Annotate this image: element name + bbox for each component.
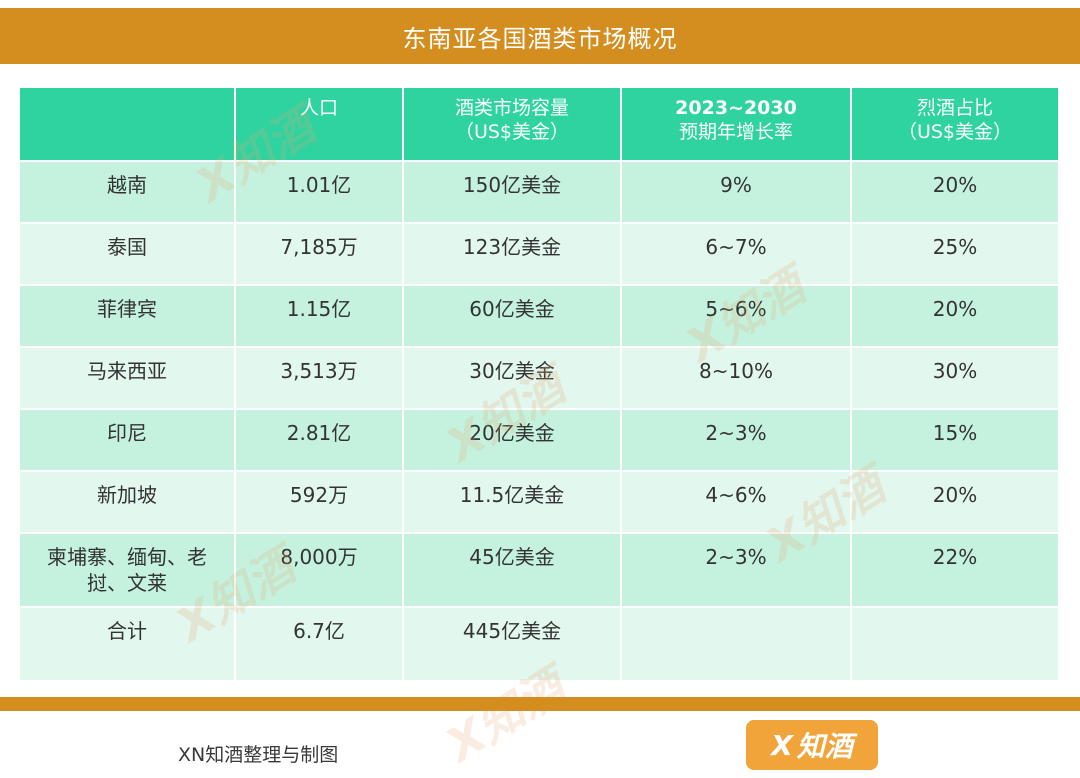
- cell-spirits-share: 30%: [852, 348, 1058, 410]
- brand-logo: X 知酒: [746, 720, 878, 770]
- table-row: 泰国 7,185万 123亿美金 6~7% 25%: [20, 224, 1058, 286]
- cell-population: 8,000万: [236, 534, 404, 608]
- cell-country: 越南: [20, 162, 236, 224]
- cell-growth-rate: 2~3%: [622, 410, 852, 472]
- cell-market-size: 45亿美金: [404, 534, 622, 608]
- cell-population: 1.15亿: [236, 286, 404, 348]
- page-title: 东南亚各国酒类市场概况: [402, 24, 678, 53]
- market-table: 人口 酒类市场容量 （US$美金） 2023~2030 预期年增长率 烈酒占比 （US…: [20, 88, 1058, 682]
- cell-country: 泰国: [20, 224, 236, 286]
- header-country: [20, 88, 236, 162]
- cell-country: 柬埔寨、缅甸、老 挝、文莱: [20, 534, 236, 608]
- logo-text: 知酒: [796, 730, 853, 763]
- cell-spirits-share: 22%: [852, 534, 1058, 608]
- cell-growth-rate: 8~10%: [622, 348, 852, 410]
- header-spirits-share: 烈酒占比 （US$美金）: [852, 88, 1058, 162]
- header-population: 人口: [236, 88, 404, 162]
- table-row: 越南 1.01亿 150亿美金 9% 20%: [20, 162, 1058, 224]
- cell-market-size: 20亿美金: [404, 410, 622, 472]
- header-market-size: 酒类市场容量 （US$美金）: [404, 88, 622, 162]
- cell-market-size: 30亿美金: [404, 348, 622, 410]
- credit-text: XN知酒整理与制图: [178, 744, 339, 766]
- cell-population: 592万: [236, 472, 404, 534]
- table-row: 新加坡 592万 11.5亿美金 4~6% 20%: [20, 472, 1058, 534]
- cell-spirits-share: 25%: [852, 224, 1058, 286]
- cell-population: 7,185万: [236, 224, 404, 286]
- table-row: 马来西亚 3,513万 30亿美金 8~10% 30%: [20, 348, 1058, 410]
- cell-country: 新加坡: [20, 472, 236, 534]
- cell-market-size: 11.5亿美金: [404, 472, 622, 534]
- cell-country: 菲律宾: [20, 286, 236, 348]
- cell-country: 马来西亚: [20, 348, 236, 410]
- cell-population: 2.81亿: [236, 410, 404, 472]
- logo-mark-icon: X: [771, 728, 793, 762]
- cell-market-size: 60亿美金: [404, 286, 622, 348]
- cell-growth-rate: 9%: [622, 162, 852, 224]
- cell-market-size: 445亿美金: [404, 608, 622, 682]
- cell-growth-rate: 2~3%: [622, 534, 852, 608]
- table-row: 印尼 2.81亿 20亿美金 2~3% 15%: [20, 410, 1058, 472]
- cell-growth-rate: [622, 608, 852, 682]
- cell-spirits-share: [852, 608, 1058, 682]
- title-bar: 东南亚各国酒类市场概况: [0, 8, 1080, 64]
- table-row: 菲律宾 1.15亿 60亿美金 5~6% 20%: [20, 286, 1058, 348]
- cell-market-size: 150亿美金: [404, 162, 622, 224]
- cell-population: 3,513万: [236, 348, 404, 410]
- cell-market-size: 123亿美金: [404, 224, 622, 286]
- cell-country: 印尼: [20, 410, 236, 472]
- cell-country: 合计: [20, 608, 236, 682]
- market-table-container: 人口 酒类市场容量 （US$美金） 2023~2030 预期年增长率 烈酒占比 （US…: [20, 88, 1058, 682]
- table-row: 柬埔寨、缅甸、老 挝、文莱 8,000万 45亿美金 2~3% 22%: [20, 534, 1058, 608]
- table-header-row: 人口 酒类市场容量 （US$美金） 2023~2030 预期年增长率 烈酒占比 （US…: [20, 88, 1058, 162]
- cell-population: 6.7亿: [236, 608, 404, 682]
- table-row-total: 合计 6.7亿 445亿美金: [20, 608, 1058, 682]
- bottom-bar: [0, 697, 1080, 711]
- cell-population: 1.01亿: [236, 162, 404, 224]
- cell-growth-rate: 5~6%: [622, 286, 852, 348]
- cell-spirits-share: 15%: [852, 410, 1058, 472]
- cell-growth-rate: 6~7%: [622, 224, 852, 286]
- header-growth-rate: 2023~2030 预期年增长率: [622, 88, 852, 162]
- cell-spirits-share: 20%: [852, 162, 1058, 224]
- cell-spirits-share: 20%: [852, 286, 1058, 348]
- cell-growth-rate: 4~6%: [622, 472, 852, 534]
- cell-spirits-share: 20%: [852, 472, 1058, 534]
